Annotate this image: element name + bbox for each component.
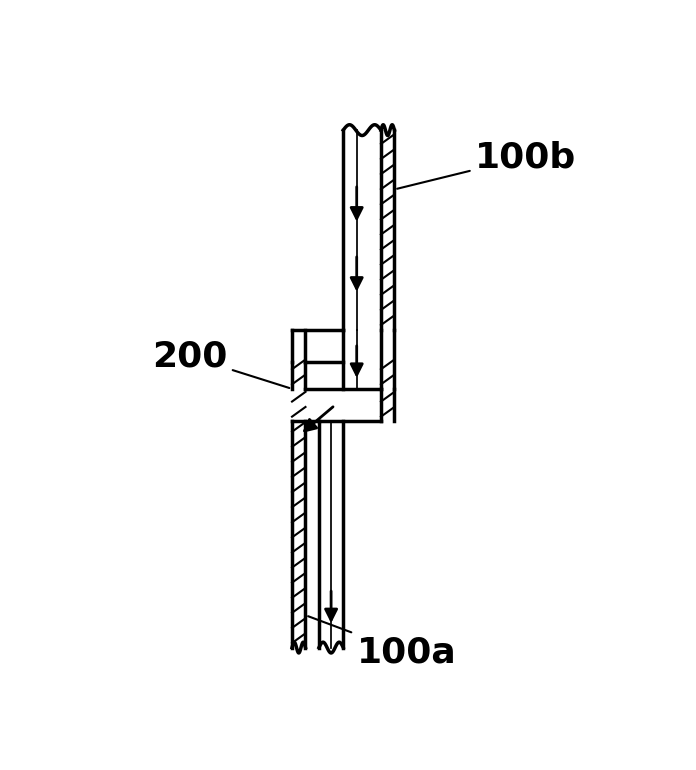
- Text: 200: 200: [152, 340, 290, 388]
- Text: 100b: 100b: [397, 140, 576, 189]
- Text: 100a: 100a: [308, 616, 457, 670]
